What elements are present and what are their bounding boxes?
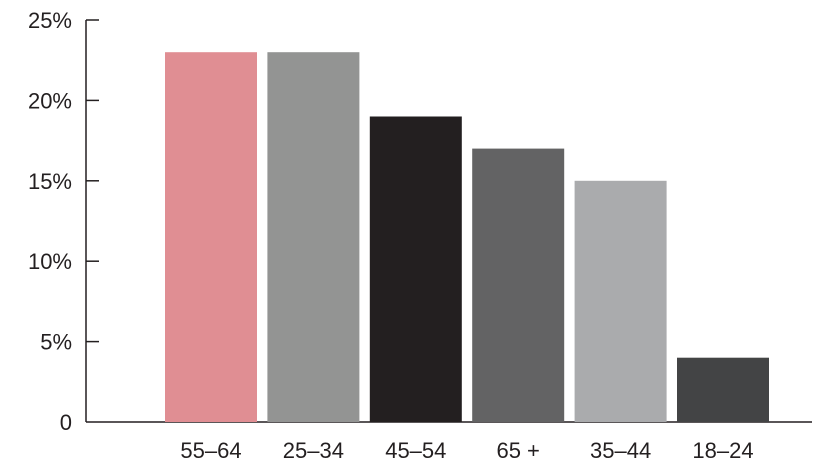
y-axis-ticks: 0 5% 10% 15% 20% 25% [28,8,99,435]
x-category-label: 45–54 [385,438,446,463]
y-tick-label: 25% [28,8,72,33]
bar [472,148,565,422]
bar [574,180,667,422]
y-tick-label: 0 [60,410,72,435]
y-tick-label: 10% [28,249,72,274]
bar [165,52,257,422]
bar [677,357,769,422]
bar [369,116,462,422]
bars [165,52,769,422]
y-tick-label: 5% [40,330,72,355]
x-category-label: 35–44 [590,438,651,463]
plot-area: 0 5% 10% 15% 20% 25% 55–64 25–34 45–54 65 + 35–44… [28,8,812,463]
x-category-label: 65 + [496,438,539,463]
bar [267,52,360,422]
y-tick-label: 20% [28,88,72,113]
x-category-label: 18–24 [692,438,753,463]
x-axis-labels: 55–64 25–34 45–54 65 + 35–44 18–24 [180,438,753,463]
x-category-label: 25–34 [283,438,344,463]
x-category-label: 55–64 [180,438,241,463]
y-tick-label: 15% [28,169,72,194]
